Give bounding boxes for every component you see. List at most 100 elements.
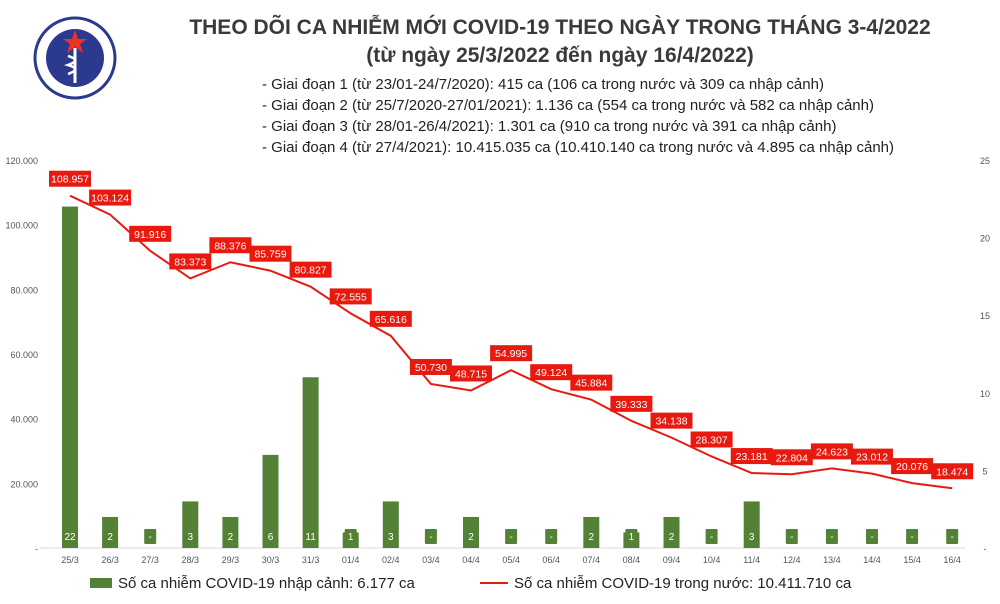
left-tick-label: 40.000 [10, 415, 38, 425]
bar-data-label: - [429, 532, 432, 543]
x-tick-label: 11/4 [743, 555, 760, 565]
line-data-label: 50.730 [415, 362, 447, 374]
line-label-box [530, 364, 573, 381]
line-label-box [810, 443, 853, 460]
bar-data-label: 1 [348, 532, 354, 543]
left-tick-label: 20.000 [10, 479, 38, 489]
right-tick-label: 20 [980, 234, 990, 244]
line-data-label: 103.124 [91, 193, 129, 205]
line-data-label: 18.474 [936, 466, 968, 478]
bar-data-label: - [710, 532, 713, 543]
bar-label-box [304, 529, 317, 544]
x-tick-label: 25/3 [61, 555, 79, 565]
line-data-label: 108.957 [51, 174, 89, 186]
note-phase-3: - Giai đoạn 3 (từ 28/01-26/4/2021): 1.30… [262, 118, 837, 135]
line-label-box [129, 225, 172, 242]
left-tick-label: 100.000 [5, 221, 38, 231]
line-data-label: 45.884 [575, 378, 607, 390]
right-tick-label: - [984, 544, 987, 554]
x-tick-label: 12/4 [783, 555, 801, 565]
right-tick-label: 10 [980, 389, 990, 399]
bar-data-label: 22 [64, 532, 76, 543]
x-tick-label: 05/4 [502, 555, 520, 565]
line-label-box [329, 288, 372, 305]
note-phase-4: - Giai đoạn 4 (từ 27/4/2021): 10.415.035… [262, 139, 895, 156]
bar-data-label: 2 [228, 532, 234, 543]
line-label-box [249, 245, 292, 262]
x-tick-label: 30/3 [262, 555, 280, 565]
line-data-label: 23.012 [856, 452, 888, 464]
bar-label-box [224, 529, 237, 544]
x-tick-label: 07/4 [583, 555, 601, 565]
line-label-box [169, 253, 212, 270]
line-label-box [891, 458, 934, 475]
bar-data-label: - [509, 532, 512, 543]
x-tick-label: 10/4 [703, 555, 721, 565]
line-data-label: 91.916 [134, 229, 166, 241]
x-tick-label: 14/4 [863, 555, 881, 565]
legend-bar-label: Số ca nhiễm COVID-19 nhập cảnh: 6.177 ca [118, 575, 416, 592]
note-phase-1: - Giai đoạn 1 (từ 23/01-24/7/2020): 415 … [262, 76, 824, 93]
line-data-label: 54.995 [495, 348, 527, 360]
left-tick-label: 120.000 [5, 156, 38, 166]
bar-data-label: - [870, 532, 873, 543]
bar-data-label: - [550, 532, 553, 543]
line-label-box [409, 358, 452, 375]
right-tick-label: 25 [980, 156, 990, 166]
line-data-label: 23.181 [736, 451, 768, 463]
bar-label-box [344, 529, 357, 544]
left-tick-label: - [35, 544, 38, 554]
x-tick-label: 27/3 [141, 555, 159, 565]
x-tick-label: 15/4 [903, 555, 921, 565]
legend-bar-swatch [90, 578, 112, 588]
line-label-box [89, 189, 132, 206]
bar [302, 377, 319, 548]
bar-label-box [184, 529, 197, 544]
bar-data-label: - [951, 532, 954, 543]
x-tick-label: 02/4 [382, 555, 400, 565]
bar [62, 206, 78, 548]
bar-label-box [465, 529, 477, 544]
line-data-label: 39.333 [615, 399, 647, 411]
line-data-label: 88.376 [214, 240, 246, 252]
note-phase-2: - Giai đoạn 2 (từ 25/7/2020-27/01/2021):… [262, 97, 874, 114]
line-data-label: 49.124 [535, 367, 567, 379]
line-label-box [49, 170, 91, 187]
line-label-box [490, 345, 533, 362]
bar-label-box [424, 529, 437, 544]
notes: - Giai đoạn 1 (từ 23/01-24/7/2020): 415 … [262, 74, 894, 158]
bar-data-label: - [149, 532, 152, 543]
bar-label-box [705, 529, 718, 544]
bar-data-label: 3 [188, 532, 194, 543]
line-label-box [650, 412, 693, 429]
line-label-box [450, 365, 492, 382]
line-label-box [931, 463, 974, 480]
legend-line-label: Số ca nhiễm COVID-19 trong nước: 10.411.… [514, 575, 852, 592]
right-tick-label: 15 [980, 311, 990, 321]
bar-label-box [104, 529, 117, 544]
bar-label-box [545, 529, 558, 544]
x-tick-label: 01/4 [342, 555, 360, 565]
line-label-box [851, 448, 893, 465]
bar-label-box [144, 529, 157, 544]
line-data-label: 65.616 [375, 314, 407, 326]
bar-label-box [505, 529, 518, 544]
right-tick-label: 5 [982, 466, 987, 476]
line-data-label: 72.555 [335, 291, 367, 303]
line-label-box [289, 261, 332, 278]
line-label-box [730, 448, 773, 465]
line-label-box [690, 431, 733, 448]
x-tick-label: 04/4 [462, 555, 480, 565]
line-label-box [610, 395, 653, 412]
x-tick-label: 09/4 [663, 555, 681, 565]
bar-label-box [665, 529, 678, 544]
line-data-label: 48.715 [455, 368, 487, 380]
line-label-box [770, 449, 813, 466]
bar-label-box [785, 529, 798, 544]
x-tick-label: 08/4 [623, 555, 641, 565]
left-tick-label: 60.000 [10, 350, 38, 360]
line-label-box [369, 310, 412, 327]
bar-label-box [625, 529, 638, 544]
bar-label-box [946, 529, 959, 544]
x-tick-label: 29/3 [222, 555, 240, 565]
